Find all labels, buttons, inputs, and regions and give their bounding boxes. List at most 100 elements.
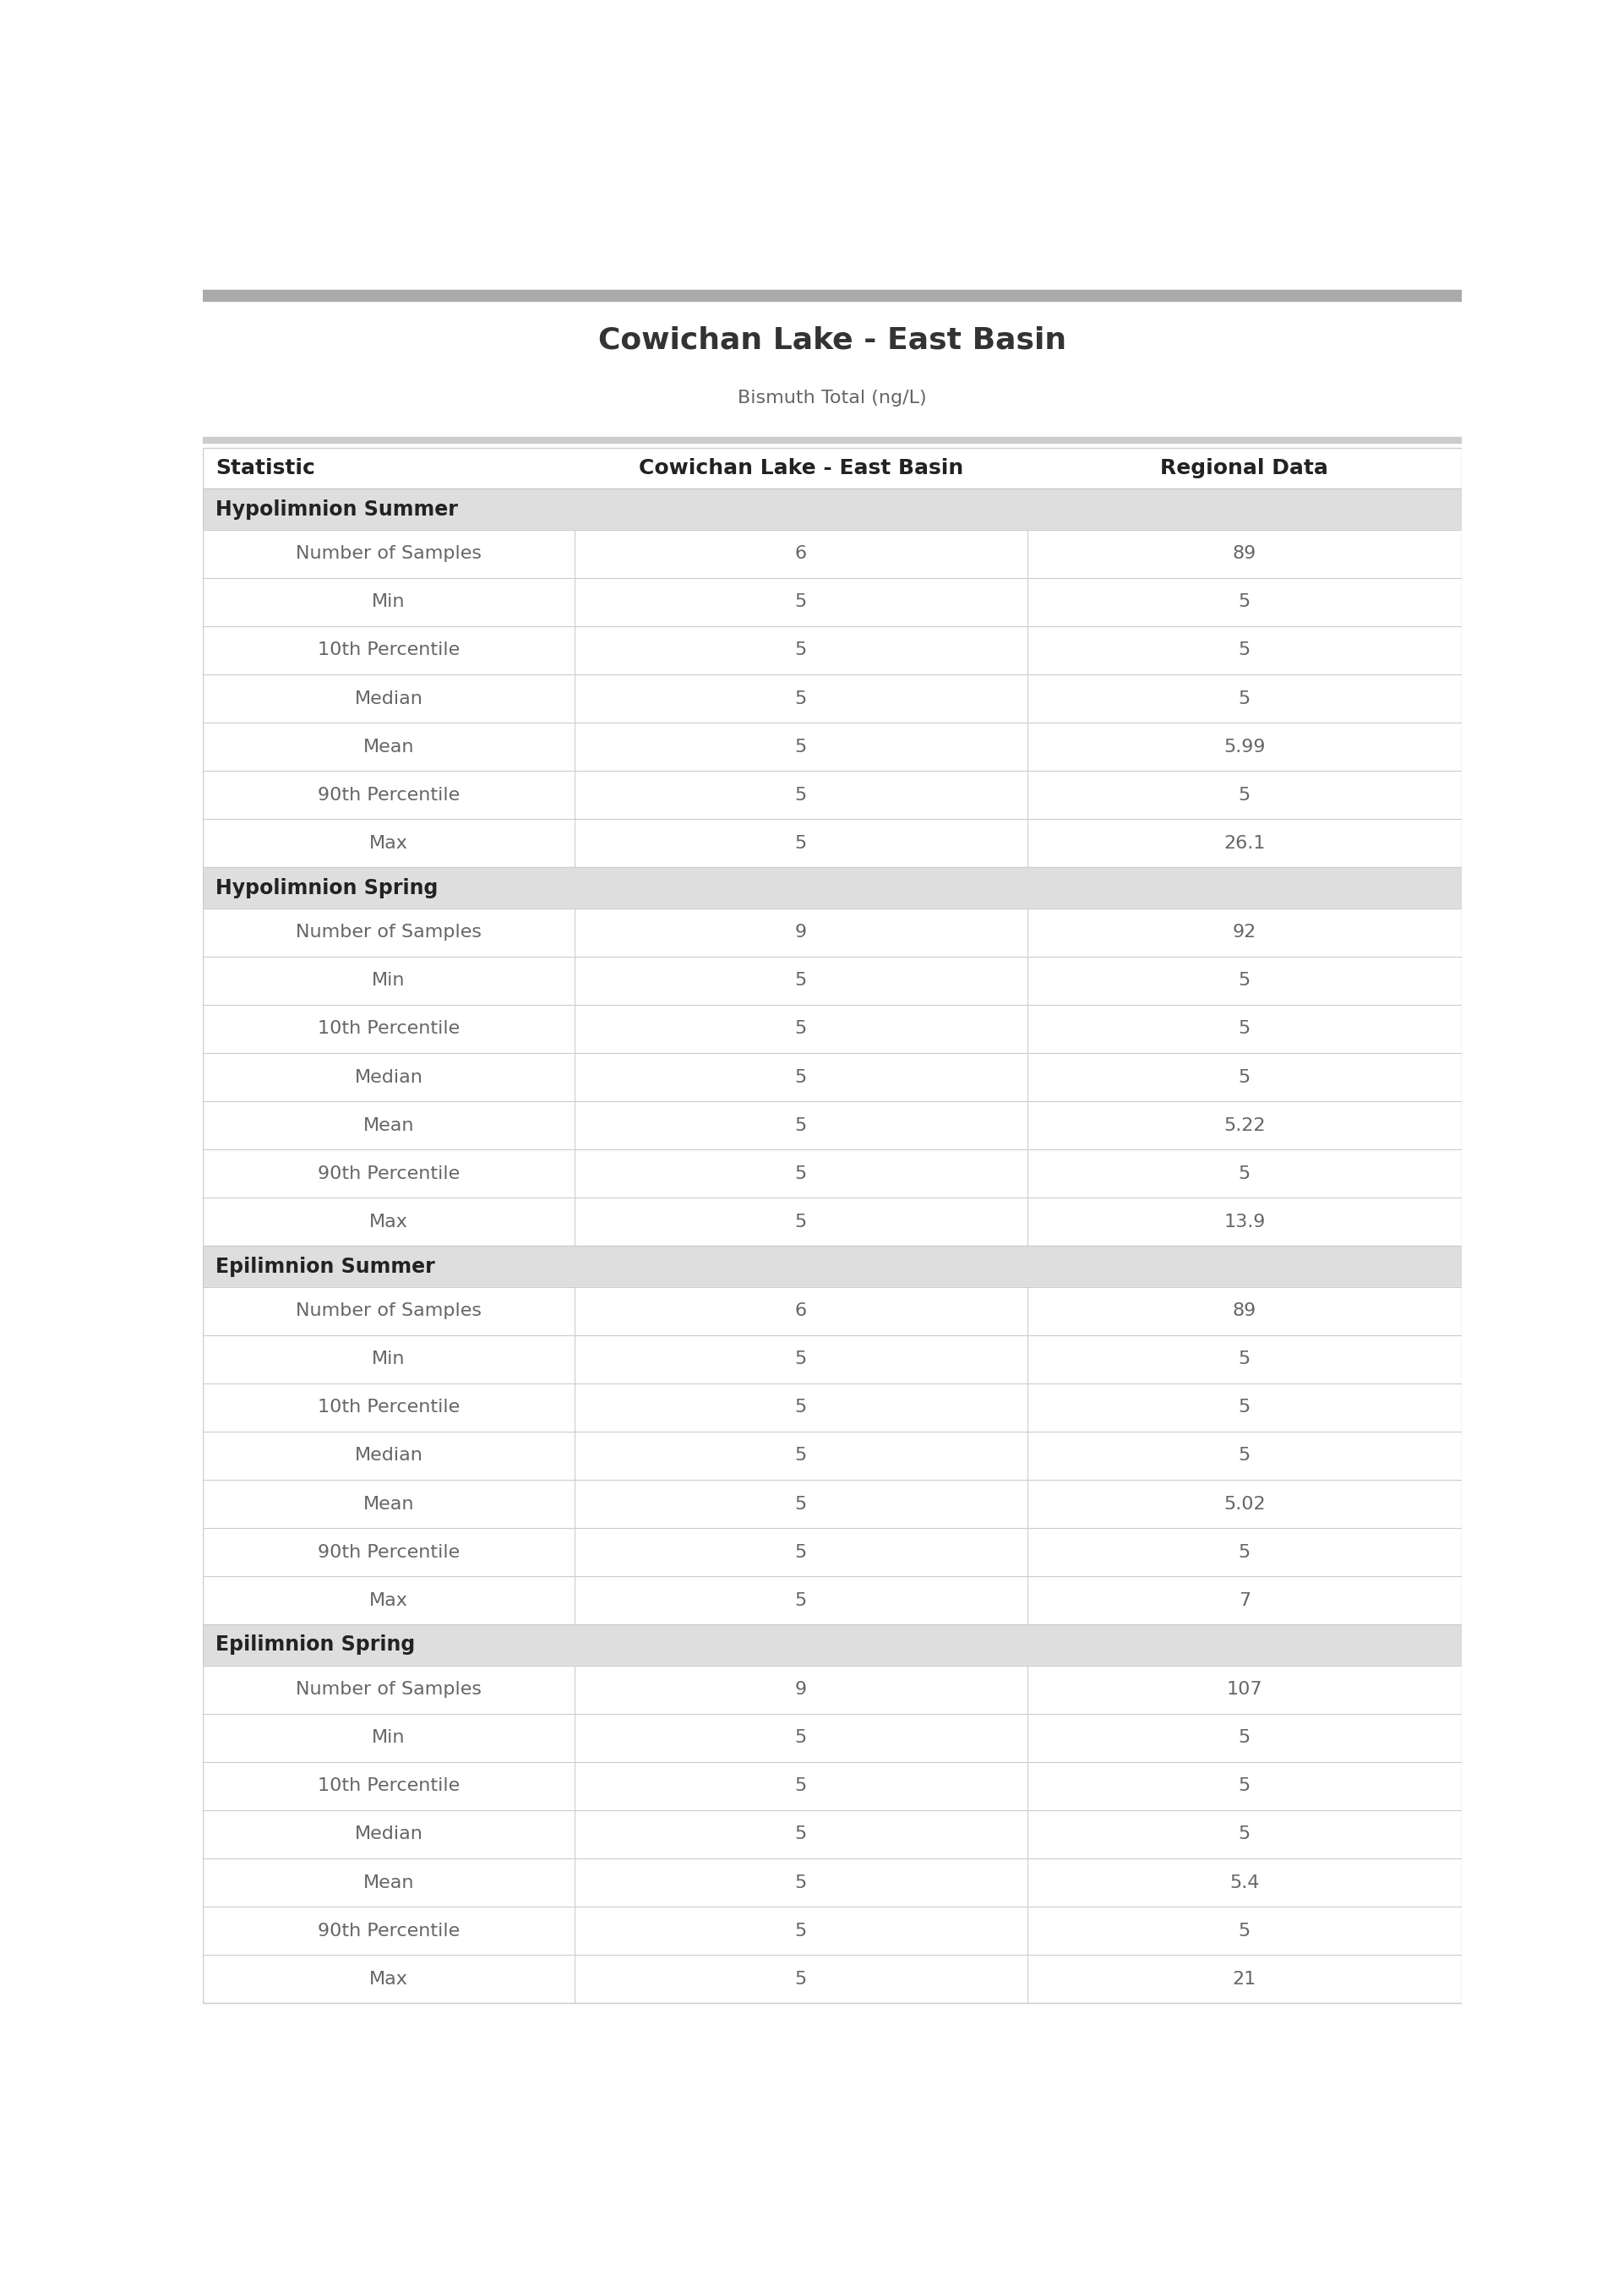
Text: 10th Percentile: 10th Percentile — [318, 1398, 460, 1416]
Text: 9: 9 — [794, 1682, 807, 1698]
Text: Max: Max — [369, 1591, 408, 1609]
Text: 5: 5 — [1239, 1730, 1250, 1746]
Text: 5: 5 — [794, 642, 807, 658]
Text: Min: Min — [372, 1730, 406, 1746]
Text: Median: Median — [354, 1448, 422, 1464]
Bar — [203, 1625, 1462, 1666]
Bar — [203, 674, 1462, 722]
Bar — [203, 1101, 1462, 1149]
Text: Hypolimnion Spring: Hypolimnion Spring — [216, 878, 438, 899]
Bar — [203, 1714, 1462, 1762]
Text: Number of Samples: Number of Samples — [296, 1303, 482, 1319]
Text: 90th Percentile: 90th Percentile — [318, 1165, 460, 1183]
Text: 5.99: 5.99 — [1223, 738, 1265, 756]
Bar — [203, 1053, 1462, 1101]
Text: 5: 5 — [1239, 1069, 1250, 1085]
Text: 5: 5 — [794, 1777, 807, 1796]
Bar — [203, 1246, 1462, 1287]
Text: 5: 5 — [1239, 1825, 1250, 1843]
Bar — [203, 1575, 1462, 1625]
Text: 5: 5 — [1239, 642, 1250, 658]
Text: 5: 5 — [794, 1591, 807, 1609]
Bar — [203, 627, 1462, 674]
Bar — [203, 1432, 1462, 1480]
Text: 6: 6 — [794, 1303, 807, 1319]
Text: Max: Max — [369, 1970, 408, 1989]
Bar — [203, 908, 1462, 956]
Text: 5: 5 — [794, 835, 807, 851]
Text: 5: 5 — [794, 1730, 807, 1746]
Text: 21: 21 — [1233, 1970, 1257, 1989]
Text: 5: 5 — [794, 1022, 807, 1037]
Text: Number of Samples: Number of Samples — [296, 545, 482, 563]
Text: 5: 5 — [1239, 1398, 1250, 1416]
Text: Median: Median — [354, 690, 422, 706]
Text: Epilimnion Spring: Epilimnion Spring — [216, 1634, 416, 1655]
Bar — [203, 1199, 1462, 1246]
Text: 7: 7 — [1239, 1591, 1250, 1609]
Text: Max: Max — [369, 835, 408, 851]
Bar — [203, 436, 1462, 443]
Text: 5: 5 — [794, 788, 807, 804]
Bar — [203, 1149, 1462, 1199]
Text: 5: 5 — [794, 1544, 807, 1562]
Text: 5: 5 — [794, 1069, 807, 1085]
Bar — [203, 447, 1462, 2002]
Text: Number of Samples: Number of Samples — [296, 1682, 482, 1698]
Text: 10th Percentile: 10th Percentile — [318, 1022, 460, 1037]
Text: Mean: Mean — [364, 1496, 414, 1512]
Text: 90th Percentile: 90th Percentile — [318, 788, 460, 804]
Bar — [203, 772, 1462, 819]
Text: 5: 5 — [1239, 1923, 1250, 1939]
Text: 5: 5 — [794, 972, 807, 990]
Text: 5: 5 — [1239, 1351, 1250, 1367]
Text: 5: 5 — [794, 1448, 807, 1464]
Text: 6: 6 — [794, 545, 807, 563]
Text: 5: 5 — [794, 1351, 807, 1367]
Text: 5: 5 — [794, 690, 807, 706]
Text: Mean: Mean — [364, 1117, 414, 1133]
Text: 10th Percentile: 10th Percentile — [318, 642, 460, 658]
Bar — [203, 447, 1462, 488]
Bar — [203, 1480, 1462, 1528]
Text: 13.9: 13.9 — [1223, 1214, 1265, 1230]
Text: 90th Percentile: 90th Percentile — [318, 1923, 460, 1939]
Text: Min: Min — [372, 972, 406, 990]
Text: Bismuth Total (ng/L): Bismuth Total (ng/L) — [737, 390, 927, 406]
Text: Epilimnion Summer: Epilimnion Summer — [216, 1255, 435, 1276]
Text: 92: 92 — [1233, 924, 1257, 940]
Text: Cowichan Lake - East Basin: Cowichan Lake - East Basin — [638, 459, 963, 479]
Text: 5: 5 — [1239, 1544, 1250, 1562]
Text: 5: 5 — [1239, 1022, 1250, 1037]
Bar — [203, 1528, 1462, 1575]
Bar — [203, 722, 1462, 772]
Text: Statistic: Statistic — [216, 459, 315, 479]
Bar — [203, 291, 1462, 302]
Text: 5: 5 — [1239, 788, 1250, 804]
Text: 5.02: 5.02 — [1223, 1496, 1265, 1512]
Text: 5: 5 — [794, 592, 807, 611]
Text: Cowichan Lake - East Basin: Cowichan Lake - East Basin — [598, 327, 1067, 354]
Bar — [203, 1907, 1462, 1954]
Bar — [203, 1666, 1462, 1714]
Text: 5: 5 — [794, 1214, 807, 1230]
Bar — [203, 1382, 1462, 1432]
Text: 5: 5 — [1239, 690, 1250, 706]
Bar — [203, 1859, 1462, 1907]
Text: Number of Samples: Number of Samples — [296, 924, 482, 940]
Text: 9: 9 — [794, 924, 807, 940]
Bar — [203, 819, 1462, 867]
Text: Median: Median — [354, 1825, 422, 1843]
Text: Min: Min — [372, 1351, 406, 1367]
Bar — [203, 1809, 1462, 1859]
Text: Regional Data: Regional Data — [1161, 459, 1328, 479]
Bar — [203, 1954, 1462, 2002]
Text: 90th Percentile: 90th Percentile — [318, 1544, 460, 1562]
Text: 5: 5 — [1239, 972, 1250, 990]
Text: 5.22: 5.22 — [1223, 1117, 1265, 1133]
Bar — [203, 867, 1462, 908]
Text: Hypolimnion Summer: Hypolimnion Summer — [216, 499, 458, 520]
Bar — [203, 1006, 1462, 1053]
Text: Min: Min — [372, 592, 406, 611]
Text: 5: 5 — [794, 1825, 807, 1843]
